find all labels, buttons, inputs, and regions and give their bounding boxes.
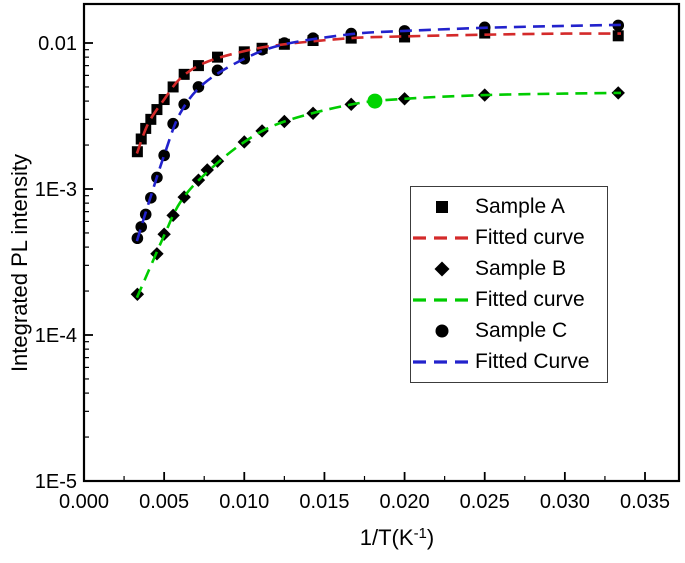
diamond-marker	[166, 208, 180, 223]
legend-label: Fitted curve	[475, 225, 585, 249]
legend-item-sample-b: Sample B	[411, 254, 607, 284]
x-axis-tick-label: 0.035	[620, 491, 670, 513]
legend-label: Sample A	[475, 194, 565, 218]
square-marker	[192, 60, 204, 72]
x-axis: 0.000 0.005 0.010 0.015 0.020 0.025 0.030 0.035	[59, 472, 670, 513]
legend-box: Sample A Fitted curve Sample B Fitted cu…	[410, 186, 608, 383]
fitted-curves	[135, 23, 622, 299]
green-dashed-line-icon	[411, 291, 473, 309]
x-axis-tick-label: 0.030	[540, 491, 590, 513]
legend-label: Sample B	[475, 256, 567, 280]
y-axis: 0.01 1E-3 1E-4 1E-5	[35, 33, 93, 493]
x-axis-tick-label: 0.025	[460, 491, 510, 513]
legend-label: Sample C	[475, 319, 568, 343]
legend-symbol-glyph	[436, 200, 448, 213]
legend-item-fit-b: Fitted curve	[411, 285, 607, 315]
legend-symbol-glyph	[435, 324, 449, 338]
legend-symbol-glyph	[413, 298, 471, 302]
x-axis-title-main: 1/T(K	[359, 525, 414, 550]
x-axis-tick-label: 0.005	[139, 491, 189, 513]
y-axis-tick-label: 1E-3	[35, 179, 77, 201]
square-marker	[135, 133, 147, 145]
x-axis-tick-label: 0.000	[59, 491, 109, 513]
x-axis-title-superscript: -1	[413, 525, 427, 542]
legend-symbol-glyph	[413, 360, 471, 364]
y-axis-tick-label: 1E-4	[35, 325, 77, 347]
legend-item-sample-c: Sample C	[411, 316, 607, 346]
plot-frame	[82, 2, 681, 483]
x-axis-tick-label: 0.020	[380, 491, 430, 513]
fitted-curve	[135, 32, 622, 154]
square-marker	[212, 51, 224, 63]
x-axis-title: 1/T(K-1)	[360, 525, 434, 551]
legend-item-fit-c: Fitted Curve	[411, 347, 607, 377]
legend-item-fit-a: Fitted curve	[411, 223, 607, 253]
y-axis-title: Integrated PL intensity	[7, 153, 32, 373]
square-marker-icon	[411, 198, 473, 216]
circle-marker	[135, 221, 148, 233]
square-marker	[612, 30, 624, 42]
square-marker	[178, 68, 190, 80]
red-dashed-line-icon	[411, 229, 473, 247]
fitted-curve	[135, 23, 622, 242]
legend-label: Fitted Curve	[475, 350, 590, 374]
circle-marker	[158, 149, 170, 162]
legend-label: Fitted curve	[475, 288, 585, 312]
diamond-glyph	[434, 261, 450, 277]
circle-marker-icon	[411, 322, 473, 340]
square-glyph	[436, 200, 448, 213]
diamond-marker	[157, 227, 171, 241]
square-marker	[145, 113, 157, 125]
legend-symbol-glyph	[413, 236, 471, 240]
y-axis-tick-label: 0.01	[38, 33, 77, 55]
x-axis-title-close: )	[426, 525, 435, 550]
y-axis-tick-label: 1E-5	[35, 471, 77, 493]
fitted-curve	[135, 91, 622, 299]
blue-dashed-line-icon	[411, 353, 473, 371]
diamond-marker	[200, 163, 214, 177]
x-axis-tick-label: 0.015	[299, 491, 349, 513]
circle-glyph	[435, 324, 449, 338]
series-sample-a	[131, 27, 624, 158]
x-axis-tick-label: 0.010	[219, 491, 269, 513]
circle-marker	[167, 117, 179, 130]
diamond-marker-icon	[411, 260, 473, 278]
square-marker	[399, 31, 411, 43]
highlight-point-marker	[367, 93, 383, 109]
legend-item-sample-a: Sample A	[411, 192, 607, 222]
legend-symbol-glyph	[434, 261, 450, 277]
